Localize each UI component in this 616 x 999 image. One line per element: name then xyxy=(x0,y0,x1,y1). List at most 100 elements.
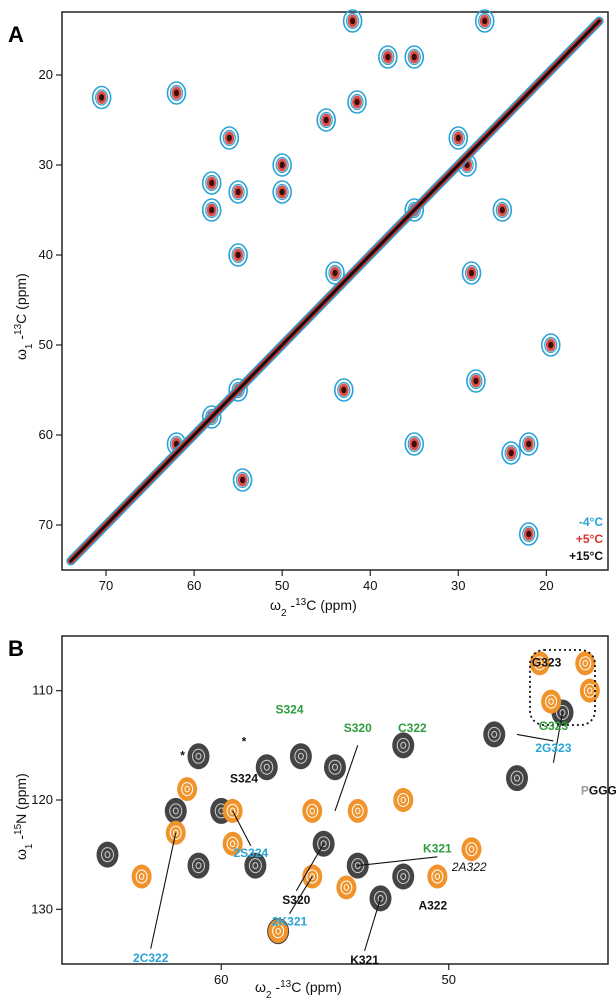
peak-contour-minus4 xyxy=(492,198,513,222)
contour-orange-outer xyxy=(131,864,152,889)
peak-contour-minus4 xyxy=(544,336,558,354)
peak-orange xyxy=(177,777,198,802)
peak-contour-minus4 xyxy=(346,12,360,30)
contour-orange-core xyxy=(582,660,588,667)
peak-contour-minus4 xyxy=(205,201,219,219)
peak-contour-minus4 xyxy=(404,45,425,69)
contour-orange-outer xyxy=(461,837,482,862)
peak-contour-minus4 xyxy=(201,171,222,195)
contour-orange-outer xyxy=(575,651,596,676)
panel-b-x-axis-label: ω2 -13C (ppm) xyxy=(255,979,342,999)
contour-dark-inner xyxy=(192,858,205,874)
contour-dark-outer xyxy=(483,721,506,748)
peak-contour-minus4 xyxy=(272,180,292,204)
cross-peak xyxy=(334,378,354,402)
peak-contour-minus4 xyxy=(478,12,492,30)
peak-contour-plus15 xyxy=(385,53,391,61)
peak-contour-minus4 xyxy=(337,381,351,399)
cross-peak xyxy=(448,126,469,150)
contour-orange-outer xyxy=(336,875,357,900)
cross-peak xyxy=(501,441,521,465)
peak-dark xyxy=(187,743,210,770)
peak-contour-minus4 xyxy=(381,48,395,66)
cross-peak xyxy=(325,261,345,285)
peak-dark xyxy=(244,852,267,879)
contour-orange-outer xyxy=(541,689,562,714)
assignment-label: 2G323 xyxy=(535,741,571,755)
contour-orange-core xyxy=(400,796,406,804)
peak-contour-minus4 xyxy=(222,129,236,147)
peak-contour-minus4 xyxy=(522,435,536,453)
y-tick-label: 70 xyxy=(39,517,53,532)
peak-dark xyxy=(392,863,415,890)
peak-contour-minus4 xyxy=(407,435,421,453)
cross-peak xyxy=(272,180,292,204)
peak-contour-plus15 xyxy=(482,17,488,25)
panel-b-x-ticks: 60 50 xyxy=(214,964,456,987)
contour-dark-core xyxy=(297,752,304,760)
assignment-label: S324 xyxy=(230,772,258,786)
assignment-label: 2S324 xyxy=(233,846,268,860)
contour-orange-inner xyxy=(306,869,319,884)
contour-orange-inner xyxy=(135,869,148,884)
assignment-text: GGG xyxy=(589,784,616,798)
peak-contour-minus4 xyxy=(407,48,421,66)
leader-line xyxy=(516,733,554,742)
assignment-label: PGGG xyxy=(581,784,616,798)
peak-dark xyxy=(96,841,119,868)
peak-contour-plus15 xyxy=(279,188,285,196)
cross-peak xyxy=(201,171,222,195)
peak-contour-plus15 xyxy=(411,440,417,448)
peak-contour-plus15 xyxy=(350,17,356,25)
peak-contour-minus4 xyxy=(272,153,292,177)
y-tick-label: 30 xyxy=(39,157,53,172)
peak-contour-minus4 xyxy=(451,129,465,147)
peak-contour-plus15 xyxy=(468,269,475,277)
assignment-label: G323 xyxy=(532,656,562,670)
contour-dark-inner xyxy=(396,869,410,885)
contour-dark-outer xyxy=(324,754,346,781)
panel-a-legend: -4°C +5°C +15°C xyxy=(569,515,603,563)
contour-dark-core xyxy=(514,774,520,782)
contour-dark-outer xyxy=(506,765,528,792)
panel-a-y-ticks: 20 30 40 50 60 70 xyxy=(39,67,62,532)
y-tick-label: 20 xyxy=(39,67,53,82)
contour-orange-inner xyxy=(169,825,182,840)
leader-line xyxy=(232,810,252,847)
cross-peak xyxy=(342,9,363,33)
contour-dark-core xyxy=(400,741,407,749)
cross-peak xyxy=(466,369,486,393)
contour-dark-outer xyxy=(392,732,415,759)
contour-orange-core xyxy=(309,873,315,880)
leader-line xyxy=(289,876,313,914)
peak-contour-minus4 xyxy=(201,198,222,222)
peak-contour-minus4 xyxy=(504,444,518,462)
contour-orange-core xyxy=(229,840,236,848)
cross-peak xyxy=(166,81,187,105)
contour-dark-outer xyxy=(289,743,312,770)
assignment-label: * xyxy=(180,749,185,763)
peak-dark xyxy=(255,754,278,781)
peak-contour-plus15 xyxy=(411,53,417,61)
panel-a-peaks xyxy=(91,9,561,546)
peak-contour-minus4 xyxy=(91,85,112,110)
cross-peak xyxy=(518,432,539,456)
contour-orange-core xyxy=(309,807,315,815)
peak-contour-plus15 xyxy=(235,188,241,196)
peak-contour-plus15 xyxy=(209,206,215,214)
contour-dark-core xyxy=(252,862,259,870)
contour-dark-inner xyxy=(510,770,524,786)
peak-contour-minus4 xyxy=(334,378,354,402)
panel-b-chart: G323 G323 2G323 PGGG S324 S320 C322 S324 2S324 K3… xyxy=(31,635,616,987)
contour-orange-core xyxy=(343,884,350,891)
contour-orange-inner xyxy=(431,869,444,884)
cross-peak xyxy=(219,126,240,150)
peak-contour-minus4 xyxy=(342,9,363,33)
contour-dark-inner xyxy=(556,705,569,721)
peak-contour-plus15 xyxy=(341,386,347,394)
peak-contour-minus4 xyxy=(325,261,345,285)
peak-contour-minus4 xyxy=(474,9,495,33)
peak-contour-minus4 xyxy=(495,201,509,219)
peak-contour-plus15 xyxy=(99,94,105,101)
cross-peak xyxy=(316,108,336,132)
